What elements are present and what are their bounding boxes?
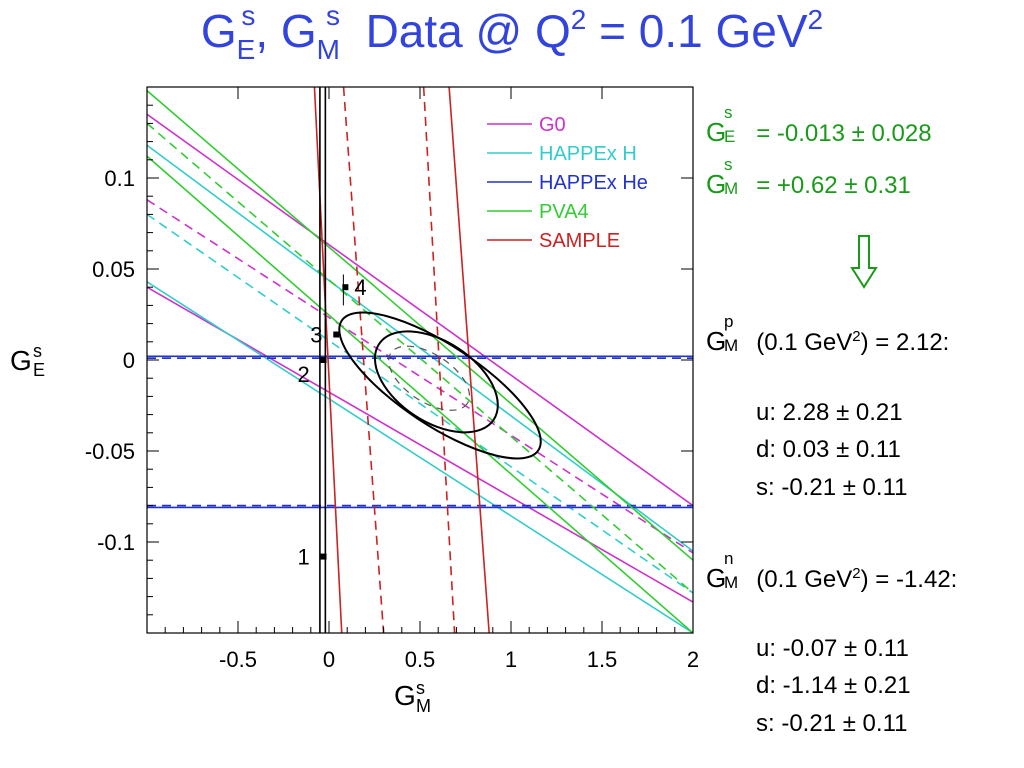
ge-sub: E: [724, 127, 736, 146]
y-tick-label: 0.1: [104, 166, 135, 191]
y-tick-label: 0.05: [92, 257, 135, 282]
title-g: G: [200, 5, 237, 57]
band-pva4-line-2: [147, 155, 693, 633]
proton-s: s: -0.21 ± 0.11: [756, 474, 908, 501]
y-tick-label: -0.1: [97, 530, 135, 555]
band-g0-line-1: [147, 113, 693, 507]
ellipse-3: [388, 345, 471, 411]
neutron-text-sup: 2: [852, 565, 861, 582]
proton-u: u: 2.28 ± 0.21: [756, 399, 903, 426]
band-pva4-line-3: [147, 122, 693, 594]
x-axis-label-g: G: [394, 680, 416, 711]
ge-value: = -0.013 ± 0.028: [756, 120, 932, 147]
legend-label-happex-he: HAPPEx He: [539, 172, 648, 194]
title-sup-s1: s: [241, 0, 256, 31]
gmn-sup: n: [724, 549, 734, 568]
band-sample-line-1: [313, 87, 343, 633]
title-sup-2: 2: [570, 4, 587, 35]
x-axis-label-sup: s: [416, 678, 425, 698]
point-label-2: 2: [298, 362, 310, 387]
ellipse-2: [373, 330, 499, 434]
ge-g: G: [706, 117, 727, 147]
gm-g: G: [706, 169, 727, 199]
neutron-s: s: -0.21 ± 0.11: [756, 710, 908, 737]
band-sample-line-4: [422, 87, 456, 633]
proton-text-sup: 2: [852, 328, 861, 345]
title-eq: = 0.1 GeV: [599, 5, 808, 57]
title-sub-e: E: [236, 34, 256, 65]
data-points: 1 23 4: [298, 274, 367, 570]
y-axis-label-sup: s: [33, 341, 42, 361]
axis-ticks: -0.5 0 0.5 1 1.5 2 -0.1 -0.05 0 0.05 0.1: [85, 86, 699, 672]
gmp-sup: p: [724, 312, 734, 331]
point-4: [342, 284, 349, 291]
legend-label-happex-h: HAPPEx H: [539, 143, 637, 165]
band-sample-line-3: [342, 87, 385, 633]
x-tick-label: 1.5: [587, 647, 618, 672]
y-axis-label: G s E: [10, 341, 45, 380]
legend-label-sample: SAMPLE: [539, 230, 620, 252]
band-pva4-line-1: [147, 90, 693, 561]
y-axis-label-g: G: [10, 345, 32, 376]
slide-title: GEs, GMs Data @ Q2 = 0.1 GeV2: [0, 0, 1024, 66]
gm-sub: M: [724, 179, 739, 198]
x-tick-label: 0.5: [405, 647, 436, 672]
proton-text-end: ) = 2.12:: [860, 329, 950, 356]
title-g2: G: [280, 5, 317, 57]
ge-sup: s: [724, 103, 733, 122]
point-label-3: 3: [310, 323, 322, 348]
title-sup-s2: s: [326, 0, 340, 31]
gm-value: = +0.62 ± 0.31: [756, 172, 911, 199]
constraint-bands: [147, 87, 693, 633]
y-axis-label-sub: E: [33, 360, 45, 380]
title-sub-m: M: [316, 34, 340, 65]
title-sup-2b: 2: [807, 4, 824, 35]
x-tick-label: 2: [687, 647, 699, 672]
neutron-u: u: -0.07 ± 0.11: [756, 635, 909, 662]
gmn-sub: M: [724, 573, 739, 592]
neutron-text: (0.1 GeV: [756, 566, 853, 593]
arrow-down-icon: [850, 235, 878, 289]
gm-sup: s: [724, 155, 733, 174]
point-label-4: 4: [354, 275, 366, 300]
gmp-sub: M: [724, 336, 739, 355]
proton-text: (0.1 GeV: [756, 329, 853, 356]
x-axis-label: G s M: [394, 678, 431, 716]
x-axis-label-sub: M: [416, 696, 431, 716]
x-tick-label: 1: [505, 647, 517, 672]
gmp-g: G: [706, 326, 727, 356]
legend-label-pva4: PVA4: [539, 201, 589, 223]
proton-d: d: 0.03 ± 0.11: [756, 436, 901, 463]
band-sample-line-2: [448, 87, 490, 633]
x-tick-label: 0: [323, 647, 335, 672]
neutron-d: d: -1.14 ± 0.21: [756, 672, 911, 699]
legend: G0 HAPPEx H HAPPEx He PVA4 SAMPLE: [487, 114, 648, 252]
point-1: [320, 553, 327, 560]
neutron-text-end: ) = -1.42:: [860, 566, 958, 593]
point-3: [333, 331, 340, 338]
band-happex-h-line-2: [147, 281, 693, 633]
title-comma: ,: [255, 5, 269, 57]
point-2: [320, 357, 327, 363]
band-happex-h-line-3: [147, 213, 693, 594]
legend-label-g0: G0: [539, 114, 566, 136]
title-rest: Data @ Q: [365, 5, 571, 57]
y-tick-label: 0: [123, 348, 135, 373]
point-label-1: 1: [298, 545, 310, 570]
band-g0-line-3: [147, 199, 693, 554]
plot-frame: [146, 86, 694, 634]
y-tick-label: -0.05: [85, 439, 135, 464]
x-tick-label: -0.5: [219, 647, 257, 672]
gmn-g: G: [706, 563, 727, 593]
